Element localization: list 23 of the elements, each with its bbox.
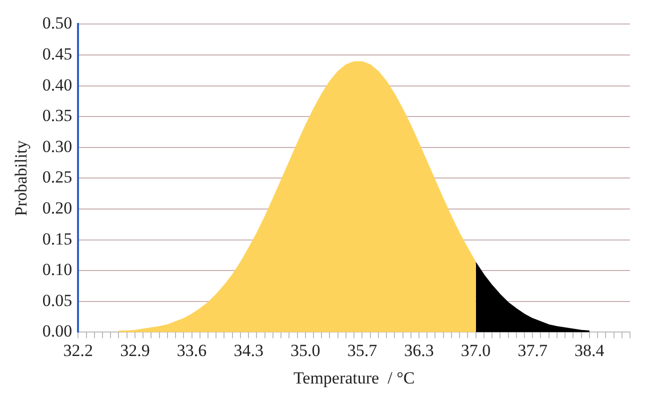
y-tick-label: 0.10 [42, 260, 72, 280]
y-tick-label: 0.25 [42, 168, 72, 187]
y-tick-label: 0.00 [42, 322, 72, 341]
x-tick-label: 35.7 [347, 340, 378, 360]
x-tick-label: 37.0 [460, 340, 491, 360]
x-tick-label: 32.9 [120, 340, 150, 360]
y-axis-title: Probability [12, 140, 31, 216]
y-tick-label: 0.05 [42, 290, 72, 310]
x-tick-label: 35.0 [290, 340, 320, 360]
x-tick-label: 37.7 [518, 340, 548, 360]
y-tick-label: 0.35 [42, 106, 72, 126]
x-axis-title: Temperature / °C [293, 368, 415, 388]
x-tick-label: 36.3 [404, 340, 434, 360]
y-tick-label: 0.30 [42, 136, 72, 156]
y-tick-label: 0.40 [42, 75, 72, 94]
x-tick-label: 33.6 [176, 340, 207, 360]
y-tick-label: 0.15 [42, 229, 72, 248]
x-tick-label: 34.3 [234, 340, 264, 360]
x-tick-label: 32.2 [63, 340, 94, 360]
y-tick-label: 0.50 [42, 14, 72, 33]
y-tick-label: 0.45 [42, 44, 72, 64]
y-tick-label: 0.20 [42, 198, 72, 218]
x-tick-label: 38.4 [574, 340, 605, 360]
